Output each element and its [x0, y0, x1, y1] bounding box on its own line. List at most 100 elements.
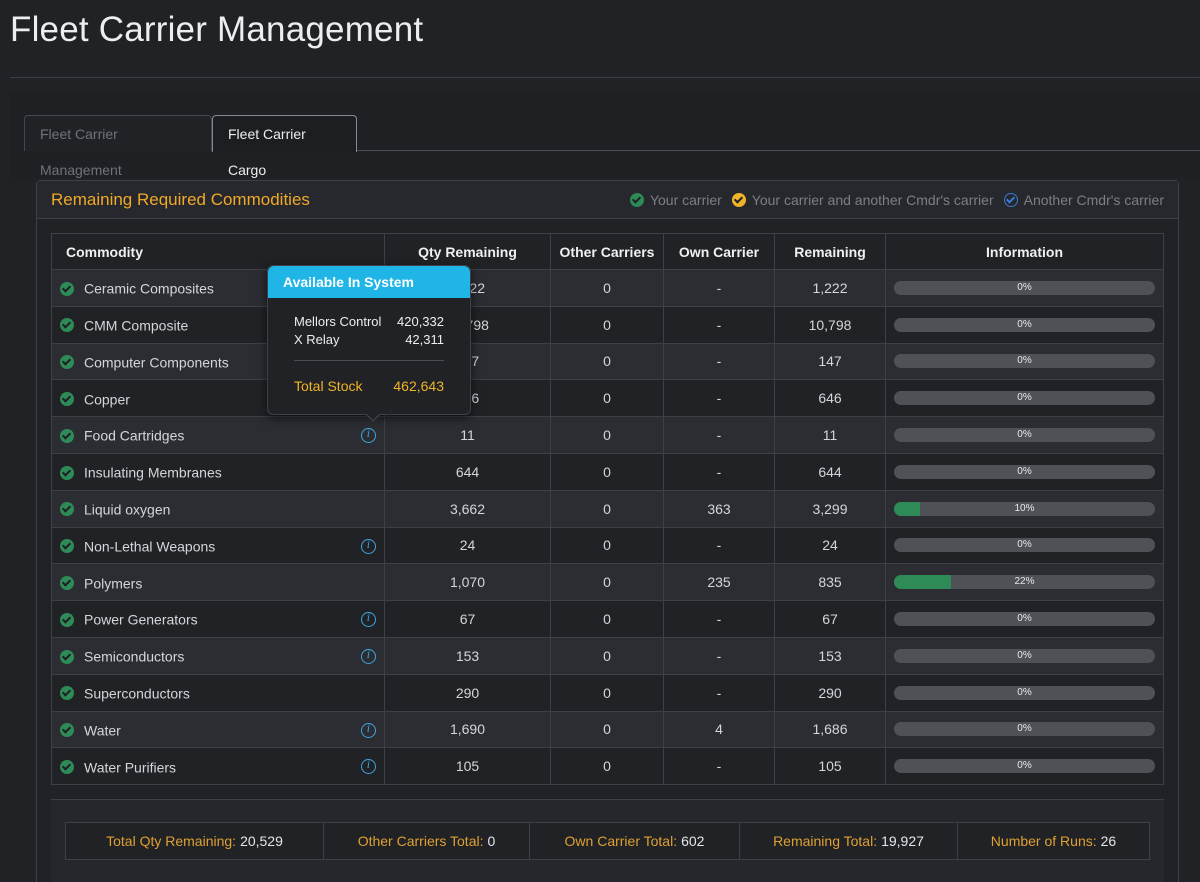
other-carriers-cell: 0 [550, 269, 664, 307]
info-icon[interactable]: i [361, 612, 376, 628]
info-icon[interactable]: i [361, 428, 376, 444]
other-carriers-cell: 0 [550, 489, 664, 528]
check-circle-green-icon [629, 193, 644, 207]
information-cell: 0% [885, 452, 1164, 491]
progress-bar: 0% [894, 759, 1155, 774]
remaining-cell: 24 [774, 526, 886, 565]
info-icon[interactable]: i [361, 648, 376, 664]
progress-label: 0% [1017, 760, 1032, 772]
total-label: Total Qty Remaining: [106, 833, 237, 849]
check-circle-green-icon [60, 281, 74, 296]
column-header-own-carrier[interactable]: Own Carrier [663, 233, 775, 270]
total-other-carriers: Other Carriers Total: 0 [324, 823, 530, 859]
totals-bar: Total Qty Remaining: 20,529 Other Carrie… [65, 822, 1150, 860]
information-cell: 0% [885, 600, 1164, 638]
progress-label: 0% [1017, 355, 1032, 367]
title-divider [10, 77, 1200, 78]
info-icon[interactable]: i [361, 759, 376, 775]
check-circle-green-icon [60, 428, 74, 443]
total-own-carrier: Own Carrier Total: 602 [530, 823, 740, 859]
table-row: Superconductors 290 0-290 0% [51, 673, 1164, 712]
progress-bar: 0% [894, 722, 1155, 737]
progress-bar: 0% [894, 464, 1155, 479]
qty-remaining-cell: 1,070 [384, 563, 551, 602]
panel-title: Remaining Required Commodities [51, 190, 310, 209]
info-icon[interactable]: i [361, 538, 376, 554]
remaining-cell: 1,222 [774, 269, 886, 307]
progress-bar: 0% [894, 280, 1155, 295]
commodities-table: Commodity Qty Remaining Other Carriers O… [51, 233, 1164, 786]
other-carriers-cell: 0 [550, 305, 664, 344]
total-value: 19,927 [881, 833, 924, 849]
other-carriers-cell: 0 [550, 379, 664, 418]
other-carriers-cell: 0 [550, 710, 664, 749]
qty-remaining-cell: 3,662 [384, 489, 551, 528]
panel-header: Remaining Required Commodities Your carr… [37, 181, 1178, 219]
commodity-cell: Polymers [51, 563, 385, 602]
total-value: 26 [1100, 833, 1117, 849]
progress-label: 10% [1014, 502, 1035, 514]
column-header-remaining[interactable]: Remaining [774, 233, 886, 270]
commodity-cell: Water Purifiers i [51, 747, 385, 786]
remaining-cell: 147 [774, 342, 886, 381]
table-row: Water Purifiers i 105 0-105 0% [51, 747, 1164, 786]
column-header-commodity[interactable]: Commodity [51, 233, 385, 270]
tabs-divider [24, 150, 1200, 151]
remaining-cell: 11 [774, 416, 886, 454]
column-header-other-carriers[interactable]: Other Carriers [550, 233, 664, 270]
progress-label: 0% [1017, 539, 1032, 551]
own-carrier-cell: - [663, 342, 775, 381]
information-cell: 10% [885, 489, 1164, 528]
progress-bar: 10% [894, 501, 1155, 516]
info-icon[interactable]: i [361, 722, 376, 738]
commodity-cell: Non-Lethal Weapons i [51, 526, 385, 565]
own-carrier-cell: - [663, 416, 775, 454]
commodity-name: Water [84, 722, 121, 739]
commodity-name: Insulating Membranes [84, 464, 222, 481]
information-cell: 22% [885, 563, 1164, 602]
other-carriers-cell: 0 [550, 673, 664, 712]
qty-remaining-cell: 11 [384, 416, 551, 454]
column-header-information[interactable]: Information [885, 233, 1164, 270]
popover-total-row: Total Stock 462,643 [268, 378, 470, 394]
own-carrier-cell: - [663, 305, 775, 344]
station-name: X Relay [294, 332, 340, 347]
own-carrier-cell: - [663, 636, 775, 675]
qty-remaining-cell: 153 [384, 636, 551, 675]
progress-label: 0% [1017, 281, 1032, 293]
qty-remaining-cell: 105 [384, 747, 551, 786]
total-qty-remaining: Total Qty Remaining: 20,529 [66, 823, 324, 859]
commodity-name: Power Generators [84, 611, 198, 628]
other-carriers-cell: 0 [550, 416, 664, 454]
progress-bar: 0% [894, 648, 1155, 663]
commodity-cell: Superconductors [51, 673, 385, 712]
remaining-cell: 1,686 [774, 710, 886, 749]
tab-fleet-carrier-management[interactable]: Fleet Carrier Management [24, 115, 212, 178]
check-circle-green-icon [60, 612, 74, 627]
own-carrier-cell: - [663, 452, 775, 491]
total-value: 20,529 [240, 833, 283, 849]
commodity-name: Ceramic Composites [84, 280, 214, 297]
progress-label: 0% [1017, 465, 1032, 477]
check-circle-green-icon [60, 502, 74, 517]
progress-label: 0% [1017, 429, 1032, 441]
total-value: 0 [487, 833, 496, 849]
column-header-qty-remaining[interactable]: Qty Remaining [384, 233, 551, 270]
remaining-cell: 153 [774, 636, 886, 675]
check-circle-yellow-icon [731, 193, 746, 207]
total-value: 602 [681, 833, 705, 849]
information-cell: 0% [885, 416, 1164, 454]
popover-divider [294, 360, 444, 361]
remaining-cell: 290 [774, 673, 886, 712]
commodity-name: Semiconductors [84, 648, 185, 665]
totals-footer: Total Qty Remaining: 20,529 Other Carrie… [51, 799, 1164, 882]
total-label: Remaining Total: [773, 833, 878, 849]
progress-label: 22% [1014, 576, 1035, 588]
tab-fleet-carrier-cargo[interactable]: Fleet Carrier Cargo [212, 115, 357, 178]
table-row: Water i 1,690 0 4 1,686 0% [51, 710, 1164, 749]
check-circle-green-icon [60, 391, 74, 406]
progress-bar: 0% [894, 428, 1155, 443]
